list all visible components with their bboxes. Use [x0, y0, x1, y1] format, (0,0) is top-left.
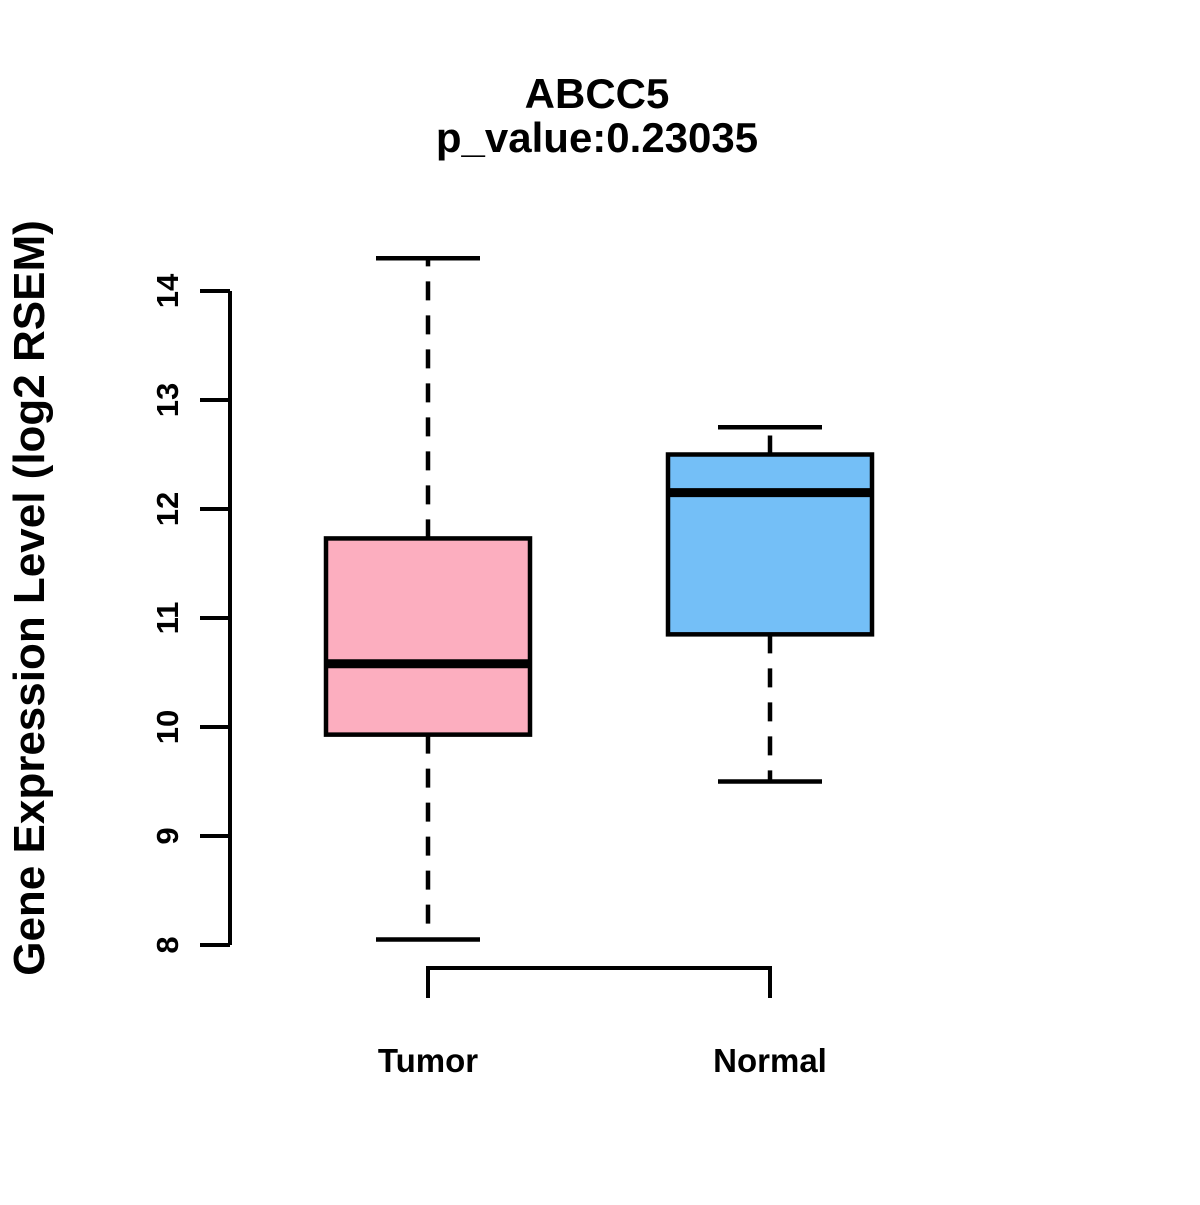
y-tick-label: 8	[150, 936, 185, 953]
y-tick-label: 11	[150, 602, 185, 635]
y-tick-label: 14	[150, 273, 185, 308]
y-tick-label: 9	[150, 827, 185, 844]
y-tick-label: 12	[150, 492, 185, 526]
y-tick-label: 10	[150, 710, 185, 744]
x-axis-bracket	[426, 966, 772, 998]
x-group-label-tumor: Tumor	[378, 1042, 478, 1079]
y-axis-label: Gene Expression Level (log2 RSEM)	[5, 220, 54, 976]
y-tick-label: 13	[150, 383, 185, 417]
iqr-box-tumor	[323, 536, 533, 737]
iqr-box-normal	[665, 452, 875, 637]
chart-subtitle: p_value:0.23035	[436, 114, 758, 161]
x-group-label-normal: Normal	[713, 1042, 827, 1079]
box-series	[323, 256, 875, 942]
chart-title: ABCC5	[525, 70, 670, 117]
y-axis: 8 9 10 11 12 13 14	[150, 273, 232, 954]
x-axis-bracket-and-labels: Tumor Normal	[378, 966, 827, 1079]
